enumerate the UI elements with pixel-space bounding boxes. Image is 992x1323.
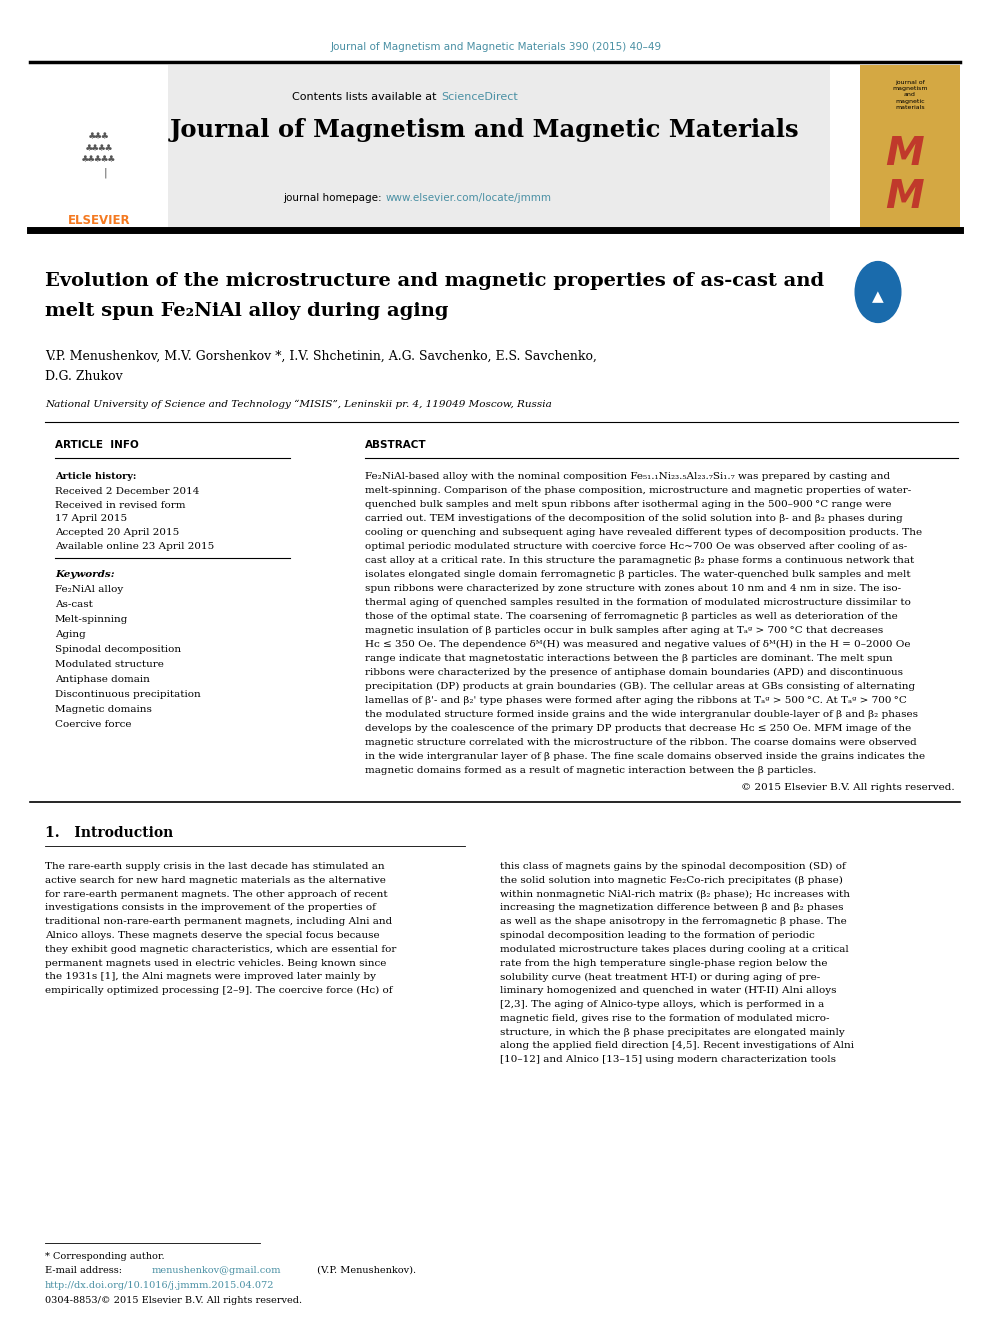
Text: for rare-earth permanent magnets. The other approach of recent: for rare-earth permanent magnets. The ot… — [45, 889, 388, 898]
Bar — [30, 65, 830, 228]
Text: © 2015 Elsevier B.V. All rights reserved.: © 2015 Elsevier B.V. All rights reserved… — [741, 783, 955, 792]
Text: permanent magnets used in electric vehicles. Being known since: permanent magnets used in electric vehic… — [45, 959, 386, 967]
Text: Fe₂NiAl-based alloy with the nominal composition Fe₅₁.₁Ni₂₃.₅Al₂₃.₇Si₁.₇ was pre: Fe₂NiAl-based alloy with the nominal com… — [365, 472, 890, 482]
Text: 1.   Introduction: 1. Introduction — [45, 826, 174, 840]
Text: lamellas of β'- and β₂' type phases were formed after aging the ribbons at Tₐᵍ >: lamellas of β'- and β₂' type phases were… — [365, 696, 907, 705]
Text: Received in revised form: Received in revised form — [55, 501, 186, 509]
Text: the 1931s [1], the Alni magnets were improved later mainly by: the 1931s [1], the Alni magnets were imp… — [45, 972, 376, 982]
Text: magnetic insulation of β particles occur in bulk samples after aging at Tₐᵍ > 70: magnetic insulation of β particles occur… — [365, 626, 883, 635]
Text: [2,3]. The aging of Alnico-type alloys, which is performed in a: [2,3]. The aging of Alnico-type alloys, … — [500, 1000, 824, 1009]
Text: M: M — [886, 179, 925, 216]
Circle shape — [855, 262, 901, 323]
Text: optimal periodic modulated structure with coercive force Hᴄ~700 Oe was observed : optimal periodic modulated structure wit… — [365, 542, 908, 550]
Text: as well as the shape anisotropy in the ferromagnetic β phase. The: as well as the shape anisotropy in the f… — [500, 917, 847, 926]
Text: solubility curve (heat treatment HT-I) or during aging of pre-: solubility curve (heat treatment HT-I) o… — [500, 972, 820, 982]
Text: active search for new hard magnetic materials as the alternative: active search for new hard magnetic mate… — [45, 876, 386, 885]
Text: ▲: ▲ — [872, 290, 884, 304]
Text: in the wide intergranular layer of β phase. The fine scale domains observed insi: in the wide intergranular layer of β pha… — [365, 751, 926, 761]
Text: Journal of Magnetism and Magnetic Materials 390 (2015) 40–49: Journal of Magnetism and Magnetic Materi… — [330, 42, 662, 52]
Text: V.P. Menushenkov, M.V. Gorshenkov *, I.V. Shchetinin, A.G. Savchenko, E.S. Savch: V.P. Menushenkov, M.V. Gorshenkov *, I.V… — [45, 351, 597, 363]
Text: ScienceDirect: ScienceDirect — [441, 93, 518, 102]
Text: Aging: Aging — [55, 630, 85, 639]
Bar — [30, 65, 168, 228]
Text: Contents lists available at: Contents lists available at — [292, 93, 440, 102]
Text: Accepted 20 April 2015: Accepted 20 April 2015 — [55, 528, 180, 537]
Text: investigations consists in the improvement of the properties of: investigations consists in the improveme… — [45, 904, 376, 913]
Text: empirically optimized processing [2–9]. The coercive force (Hᴄ) of: empirically optimized processing [2–9]. … — [45, 986, 393, 995]
Text: The rare-earth supply crisis in the last decade has stimulated an: The rare-earth supply crisis in the last… — [45, 863, 385, 871]
Text: isolates elongated single domain ferromagnetic β particles. The water-quenched b: isolates elongated single domain ferroma… — [365, 570, 911, 579]
Text: Article history:: Article history: — [55, 472, 136, 482]
Text: melt spun Fe₂NiAl alloy during aging: melt spun Fe₂NiAl alloy during aging — [45, 302, 448, 320]
Text: M: M — [886, 135, 925, 173]
Text: Fe₂NiAl alloy: Fe₂NiAl alloy — [55, 585, 123, 594]
Text: E-mail address:: E-mail address: — [45, 1266, 125, 1275]
Text: Hᴄ ≤ 350 Oe. The dependence δᴹ(H) was measured and negative values of δᴹ(H) in t: Hᴄ ≤ 350 Oe. The dependence δᴹ(H) was me… — [365, 640, 911, 650]
Text: 17 April 2015: 17 April 2015 — [55, 515, 127, 523]
Text: ELSEVIER: ELSEVIER — [67, 214, 130, 228]
Text: Modulated structure: Modulated structure — [55, 660, 164, 669]
Text: journal of
magnetism
and
magnetic
materials: journal of magnetism and magnetic materi… — [892, 79, 928, 110]
Text: along the applied field direction [4,5]. Recent investigations of Alni: along the applied field direction [4,5].… — [500, 1041, 854, 1050]
Text: Coercive force: Coercive force — [55, 720, 132, 729]
Text: Spinodal decomposition: Spinodal decomposition — [55, 646, 182, 654]
Text: they exhibit good magnetic characteristics, which are essential for: they exhibit good magnetic characteristi… — [45, 945, 397, 954]
Text: D.G. Zhukov: D.G. Zhukov — [45, 370, 123, 382]
Text: traditional non-rare-earth permanent magnets, including Alni and: traditional non-rare-earth permanent mag… — [45, 917, 392, 926]
Text: range indicate that magnetostatic interactions between the β particles are domin: range indicate that magnetostatic intera… — [365, 654, 893, 663]
Text: spun ribbons were characterized by zone structure with zones about 10 nm and 4 n: spun ribbons were characterized by zone … — [365, 583, 901, 593]
Text: spinodal decomposition leading to the formation of periodic: spinodal decomposition leading to the fo… — [500, 931, 814, 941]
Text: this class of magnets gains by the spinodal decomposition (SD) of: this class of magnets gains by the spino… — [500, 863, 846, 871]
Text: CrossMark: CrossMark — [860, 278, 896, 284]
Text: Evolution of the microstructure and magnetic properties of as-cast and: Evolution of the microstructure and magn… — [45, 273, 824, 290]
Text: structure, in which the β phase precipitates are elongated mainly: structure, in which the β phase precipit… — [500, 1028, 845, 1037]
Text: precipitation (DP) products at grain boundaries (GB). The cellular areas at GBs : precipitation (DP) products at grain bou… — [365, 681, 916, 691]
Text: modulated microstructure takes places during cooling at a critical: modulated microstructure takes places du… — [500, 945, 849, 954]
Bar — [860, 65, 960, 228]
Text: Journal of Magnetism and Magnetic Materials: Journal of Magnetism and Magnetic Materi… — [171, 118, 800, 142]
Text: ARTICLE  INFO: ARTICLE INFO — [55, 441, 139, 450]
Text: cooling or quenching and subsequent aging have revealed different types of decom: cooling or quenching and subsequent agin… — [365, 528, 923, 537]
Text: Discontinuous precipitation: Discontinuous precipitation — [55, 691, 200, 699]
Text: Antiphase domain: Antiphase domain — [55, 675, 150, 684]
Text: thermal aging of quenched samples resulted in the formation of modulated microst: thermal aging of quenched samples result… — [365, 598, 911, 607]
Text: the modulated structure formed inside grains and the wide intergranular double-l: the modulated structure formed inside gr… — [365, 710, 918, 718]
Text: Alnico alloys. These magnets deserve the special focus because: Alnico alloys. These magnets deserve the… — [45, 931, 380, 941]
Text: Keywords:: Keywords: — [55, 570, 115, 579]
Text: melt-spinning. Comparison of the phase composition, microstructure and magnetic : melt-spinning. Comparison of the phase c… — [365, 486, 912, 495]
Text: develops by the coalescence of the primary DP products that decrease Hᴄ ≤ 250 Oe: develops by the coalescence of the prima… — [365, 724, 912, 733]
Text: 0304-8853/© 2015 Elsevier B.V. All rights reserved.: 0304-8853/© 2015 Elsevier B.V. All right… — [45, 1297, 303, 1304]
Text: magnetic field, gives rise to the formation of modulated micro-: magnetic field, gives rise to the format… — [500, 1013, 829, 1023]
Text: rate from the high temperature single-phase region below the: rate from the high temperature single-ph… — [500, 959, 827, 967]
Text: National University of Science and Technology “MISIS”, Leninskii pr. 4, 119049 M: National University of Science and Techn… — [45, 400, 552, 409]
Text: journal homepage:: journal homepage: — [283, 193, 385, 202]
Text: ribbons were characterized by the presence of antiphase domain boundaries (APD) : ribbons were characterized by the presen… — [365, 668, 903, 677]
Text: magnetic structure correlated with the microstructure of the ribbon. The coarse : magnetic structure correlated with the m… — [365, 738, 917, 747]
Text: * Corresponding author.: * Corresponding author. — [45, 1252, 165, 1261]
Text: cast alloy at a critical rate. In this structure the paramagnetic β₂ phase forms: cast alloy at a critical rate. In this s… — [365, 556, 915, 565]
Text: Received 2 December 2014: Received 2 December 2014 — [55, 487, 199, 496]
Text: [10–12] and Alnico [13–15] using modern characterization tools: [10–12] and Alnico [13–15] using modern … — [500, 1056, 836, 1064]
Text: ♣♣♣
♣♣♣♣
♣♣♣♣♣
  |: ♣♣♣ ♣♣♣♣ ♣♣♣♣♣ | — [82, 132, 116, 177]
Text: menushenkov@gmail.com: menushenkov@gmail.com — [152, 1266, 282, 1275]
Text: those of the optimal state. The coarsening of ferromagnetic β particles as well : those of the optimal state. The coarseni… — [365, 613, 898, 620]
Text: Magnetic domains: Magnetic domains — [55, 705, 152, 714]
Text: ABSTRACT: ABSTRACT — [365, 441, 427, 450]
Text: the solid solution into magnetic Fe₂Co-rich precipitates (β phase): the solid solution into magnetic Fe₂Co-r… — [500, 876, 843, 885]
Text: liminary homogenized and quenched in water (HT-II) Alni alloys: liminary homogenized and quenched in wat… — [500, 986, 836, 995]
Text: increasing the magnetization difference between β and β₂ phases: increasing the magnetization difference … — [500, 904, 843, 913]
Text: www.elsevier.com/locate/jmmm: www.elsevier.com/locate/jmmm — [386, 193, 552, 202]
Text: As-cast: As-cast — [55, 601, 93, 609]
Text: magnetic domains formed as a result of magnetic interaction between the β partic: magnetic domains formed as a result of m… — [365, 766, 816, 775]
Text: within nonmagnetic NiAl-rich matrix (β₂ phase); Hᴄ increases with: within nonmagnetic NiAl-rich matrix (β₂ … — [500, 889, 850, 898]
Text: Available online 23 April 2015: Available online 23 April 2015 — [55, 542, 214, 550]
Text: http://dx.doi.org/10.1016/j.jmmm.2015.04.072: http://dx.doi.org/10.1016/j.jmmm.2015.04… — [45, 1281, 275, 1290]
Text: Melt-spinning: Melt-spinning — [55, 615, 128, 624]
Text: quenched bulk samples and melt spun ribbons after isothermal aging in the 500–90: quenched bulk samples and melt spun ribb… — [365, 500, 892, 509]
Text: (V.P. Menushenkov).: (V.P. Menushenkov). — [314, 1266, 416, 1275]
Text: carried out. TEM investigations of the decomposition of the solid solution into : carried out. TEM investigations of the d… — [365, 515, 903, 523]
